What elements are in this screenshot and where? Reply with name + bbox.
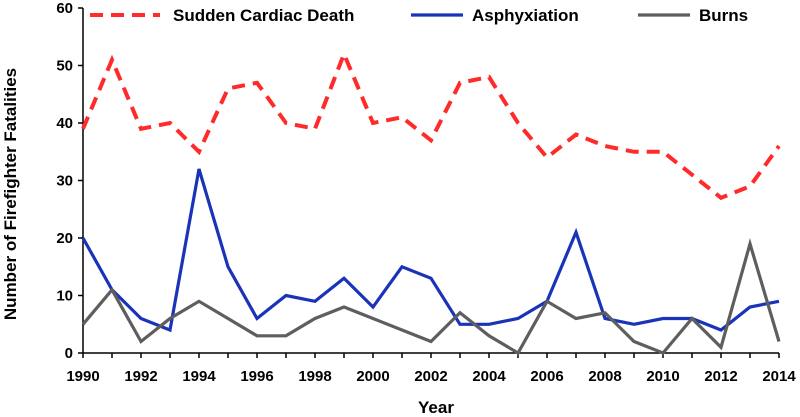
y-axis-title: Number of Firefighter Fatalities [1, 68, 20, 320]
x-tick-label: 1994 [182, 368, 216, 385]
x-tick-label: 2012 [704, 368, 737, 385]
legend-label: Burns [699, 6, 748, 25]
y-tick-label: 40 [56, 115, 73, 132]
x-tick-label: 2010 [646, 368, 679, 385]
x-axis-title: Year [418, 398, 454, 417]
x-tick-label: 1992 [124, 368, 157, 385]
x-tick-label: 1998 [298, 368, 331, 385]
series-layer [81, 48, 781, 356]
x-tick-label: 1990 [66, 368, 99, 385]
x-tick-label: 2004 [472, 368, 506, 385]
y-tick-label: 20 [56, 230, 73, 247]
y-tick-label: 0 [65, 345, 73, 362]
x-tick-label: 2014 [762, 368, 796, 385]
x-tick-label: 2002 [414, 368, 447, 385]
x-tick-label: 1996 [240, 368, 273, 385]
axes: 0 10 20 30 40 50 60 1990 1992 1994 1996 1998 2000 200… [56, 0, 796, 385]
x-tick-label: 2008 [588, 368, 621, 385]
legend: Sudden Cardiac Death Asphyxiation Burns [90, 6, 748, 25]
legend-label: Sudden Cardiac Death [173, 6, 354, 25]
series-line-burns [81, 238, 781, 356]
legend-label: Asphyxiation [472, 6, 579, 25]
series-line-sudden-cardiac-death [81, 48, 781, 201]
x-tick-label: 2000 [356, 368, 389, 385]
y-tick-label: 60 [56, 0, 73, 17]
x-tick-label: 2006 [530, 368, 563, 385]
y-tick-label: 50 [56, 58, 73, 75]
y-tick-label: 10 [56, 288, 73, 305]
series-line-asphyxiation [81, 168, 780, 333]
y-tick-label: 30 [56, 173, 73, 190]
